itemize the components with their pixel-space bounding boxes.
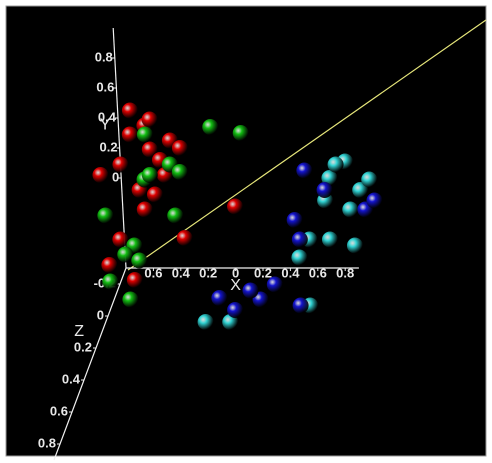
point [126,272,143,288]
direction-line [127,19,487,271]
z-tick-label: 0.6 [50,403,68,418]
point [121,126,138,143]
y-tick-label: 0.8 [95,49,113,64]
point [346,237,363,254]
point [361,171,378,188]
x-axis-label: X [230,277,241,294]
x-tick-label: 0.8 [336,265,354,280]
point [141,111,158,128]
x-tick-label: 0.4 [172,265,191,280]
point [342,201,359,218]
point [266,276,283,293]
point [321,231,338,248]
plot-background [5,5,487,457]
y-tick-label: 0.6 [96,79,114,94]
point [112,156,129,173]
point [211,290,228,306]
y-tick-label: 0 [112,169,119,184]
point [97,207,114,224]
point [296,162,313,179]
x-tick-label: 0.4 [281,265,300,280]
point [92,167,109,183]
point [121,102,138,119]
point [321,170,338,186]
point [136,201,153,218]
point [227,198,244,215]
x-tick-label: 0.6 [309,265,327,280]
x-tick-label: 0.2 [254,265,272,280]
point [112,231,129,248]
point [136,126,153,143]
point [141,167,158,183]
point [291,231,308,248]
point [102,273,119,290]
z-tick-label: 0.2 [74,339,92,354]
point [222,314,239,330]
point [171,140,188,156]
point [141,141,158,158]
point [171,164,188,180]
point [117,246,134,263]
y-tick-label: 0.2 [100,139,118,154]
point [131,252,148,269]
point [122,291,139,308]
point [292,297,309,314]
point [366,192,383,209]
z-axis [53,267,127,461]
point [176,230,193,246]
point [197,314,214,330]
point [101,257,118,273]
x-tick-label: 0 [232,265,239,280]
x-tick-label: 0.6 [144,265,162,280]
point [327,156,344,173]
point [316,182,333,198]
point [146,186,163,203]
z-tick-label: 0.8 [38,435,56,450]
y-tick-label: 0.4 [98,109,117,124]
point [167,207,184,224]
point [291,249,308,266]
z-tick-label: 0 [97,307,104,322]
point [352,182,369,198]
z-axis-label: Z [74,323,84,340]
point [227,302,244,318]
point [286,212,303,228]
point [242,282,259,299]
z-tick-label: 0.4 [62,371,81,386]
y-axis-label: Y [100,117,111,134]
point [202,119,219,135]
x-tick-label: 0.2 [199,265,217,280]
point [232,125,249,141]
